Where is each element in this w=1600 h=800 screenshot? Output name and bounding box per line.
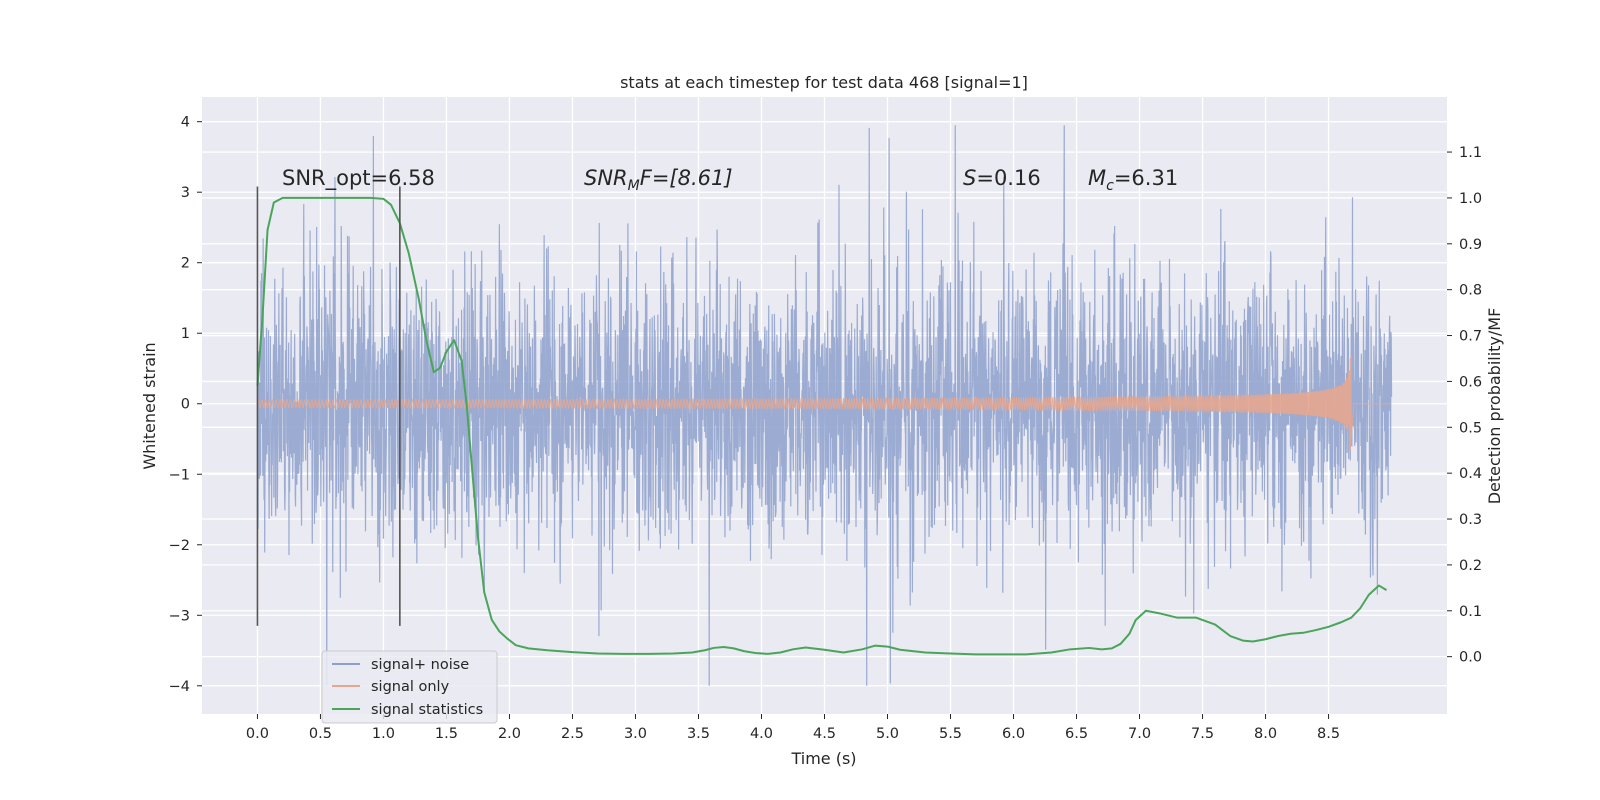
y2-tick-label: 1.0 (1459, 191, 1482, 207)
y2-tick-label: 0.2 (1459, 558, 1482, 574)
x-tick-label: 8.5 (1317, 726, 1340, 742)
x-tick-label: 8.0 (1254, 726, 1277, 742)
x-tick-label: 4.5 (813, 726, 836, 742)
legend-box (321, 650, 498, 724)
y2-tick-label: 0.3 (1459, 512, 1482, 528)
y-tick-label: −1 (169, 467, 190, 483)
y-tick-label: −2 (169, 538, 190, 554)
y2-tick-label: 0.9 (1459, 237, 1482, 253)
x-tick-label: 0.5 (309, 726, 332, 742)
tick-labels: 0.0 0.5 1.0 1.5 2.0 2.5 3.0 3.5 4.0 4.5 5.0 5.5 6.0 6… (169, 115, 1482, 742)
x-tick-label: 1.5 (435, 726, 458, 742)
x-axis-label: Time (s) (790, 749, 856, 768)
y-tick-label: 2 (181, 256, 190, 272)
y2-tick-label: 0.1 (1459, 604, 1482, 620)
series-layer (256, 125, 1393, 686)
y-tick-label: −4 (169, 679, 190, 695)
y2-tick-label: 0.8 (1459, 283, 1482, 299)
x-tick-label: 6.0 (1002, 726, 1025, 742)
annotation-snr-opt: SNR_opt=6.58 (282, 166, 435, 191)
series-signal-only (256, 356, 1392, 451)
x-tick-label: 5.0 (876, 726, 899, 742)
x-tick-label: 2.0 (498, 726, 521, 742)
legend-label-signal-only: signal only (371, 679, 450, 695)
annotation-snr-mf: SNRMF=[8.61] (584, 166, 733, 194)
series-signal-noise (256, 125, 1393, 686)
x-tick-label: 4.0 (750, 726, 773, 742)
y2-tick-label: 0.4 (1459, 466, 1482, 482)
x-tick-label: 3.5 (687, 726, 710, 742)
x-tick-label: 6.5 (1065, 726, 1088, 742)
x-tick-label: 2.5 (561, 726, 584, 742)
y-axis-label: Whitened strain (140, 342, 159, 469)
y2-axis-label: Detection probability/MF (1485, 308, 1504, 505)
x-tick-label: 3.0 (624, 726, 647, 742)
y2-tick-label: 0.7 (1459, 329, 1482, 345)
y2-tick-label: 0.6 (1459, 374, 1482, 390)
chart-title: stats at each timestep for test data 468… (620, 73, 1028, 92)
legend-label-signal-noise: signal+ noise (371, 657, 469, 673)
y-tick-label: 0 (181, 397, 190, 413)
y2-tick-label: 0.0 (1459, 650, 1482, 666)
vertical-markers (256, 186, 401, 626)
series-signal-statistics (256, 196, 1388, 656)
x-tick-label: 5.5 (939, 726, 962, 742)
y2-tick-label: 1.1 (1459, 145, 1482, 161)
y-tick-label: −3 (169, 608, 190, 624)
y-tick-label: 1 (181, 326, 190, 342)
y2-tick-label: 0.5 (1459, 420, 1482, 436)
x-tick-label: 7.5 (1191, 726, 1214, 742)
x-tick-label: 7.0 (1128, 726, 1151, 742)
y-tick-label: 4 (181, 115, 190, 131)
y-tick-label: 3 (181, 185, 190, 201)
annotation-s: S=0.16 (963, 166, 1041, 190)
x-tick-label: 1.0 (372, 726, 395, 742)
annotations: SNR_opt=6.58 SNRMF=[8.61] S=0.16 Mc=6.31 (282, 166, 1178, 194)
legend: signal+ noise signal only signal statist… (321, 650, 498, 724)
annotation-mc: Mc=6.31 (1088, 166, 1178, 194)
legend-label-signal-statistics: signal statistics (371, 702, 483, 718)
x-tick-label: 0.0 (246, 726, 269, 742)
